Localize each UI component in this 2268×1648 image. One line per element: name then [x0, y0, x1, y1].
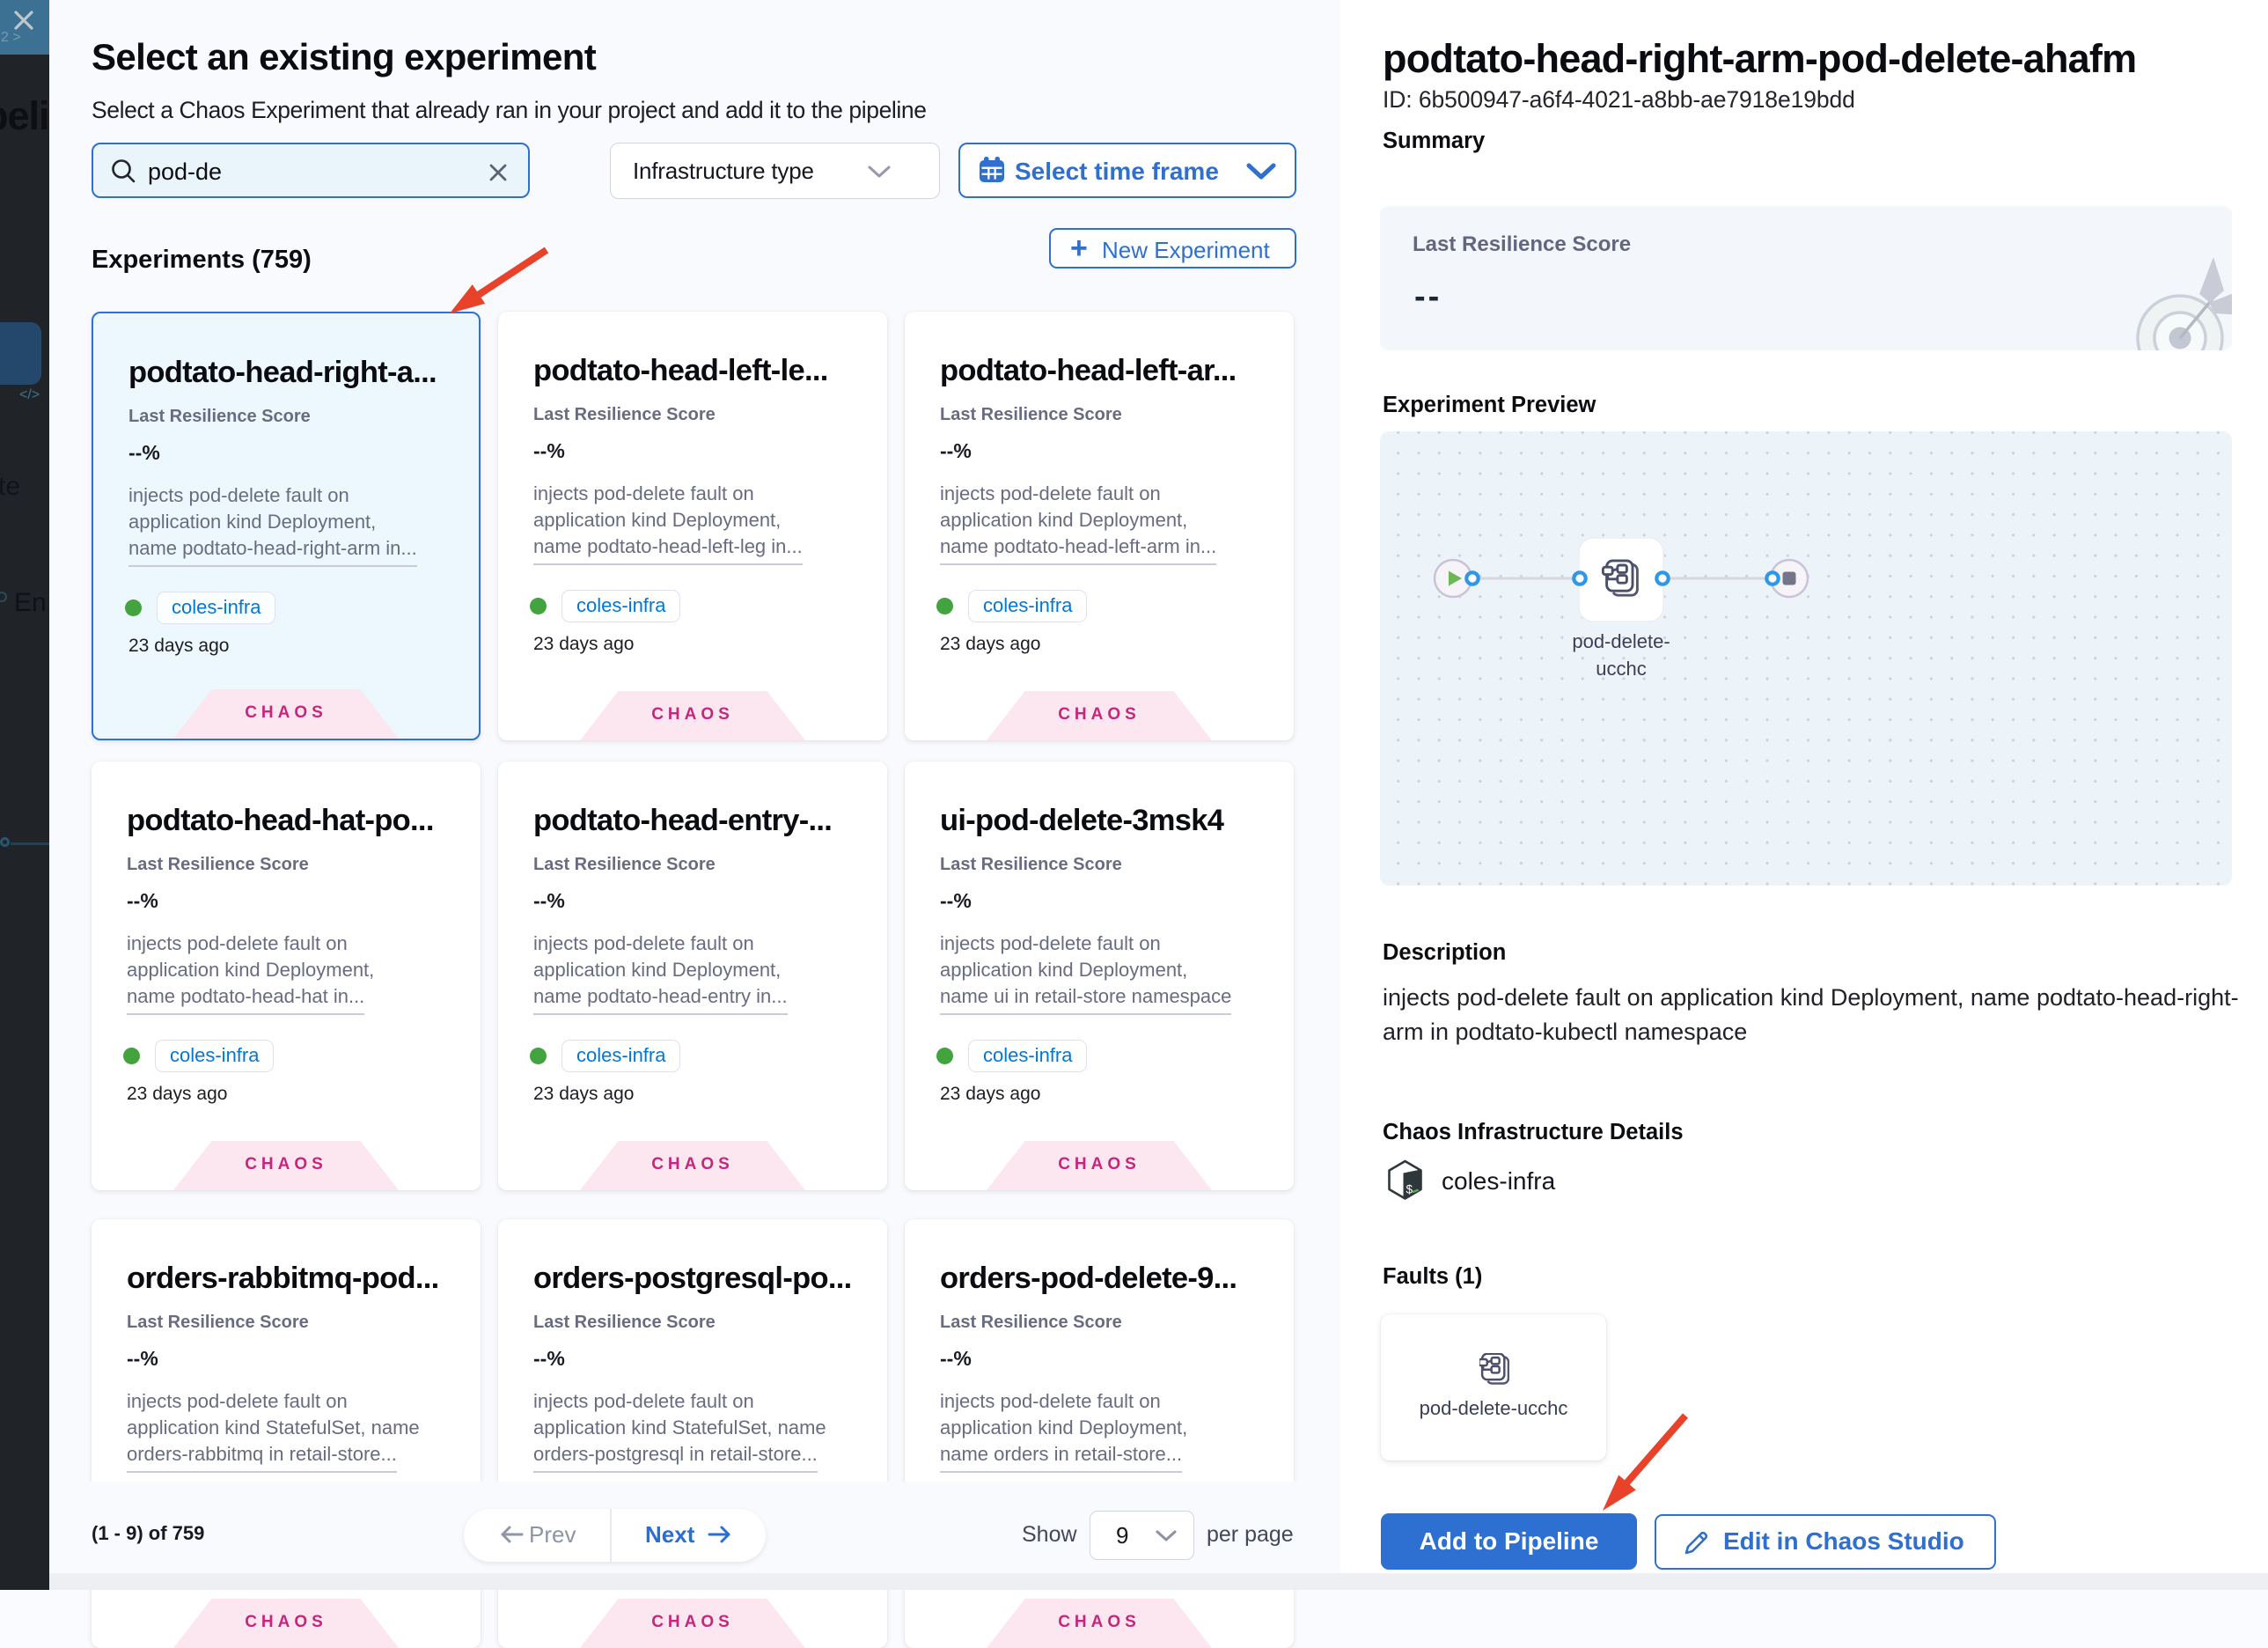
svg-text:ucchc: ucchc — [1596, 658, 1646, 680]
svg-text:pod-delete-: pod-delete- — [1572, 630, 1670, 652]
svg-text:$: $ — [1406, 1183, 1413, 1196]
